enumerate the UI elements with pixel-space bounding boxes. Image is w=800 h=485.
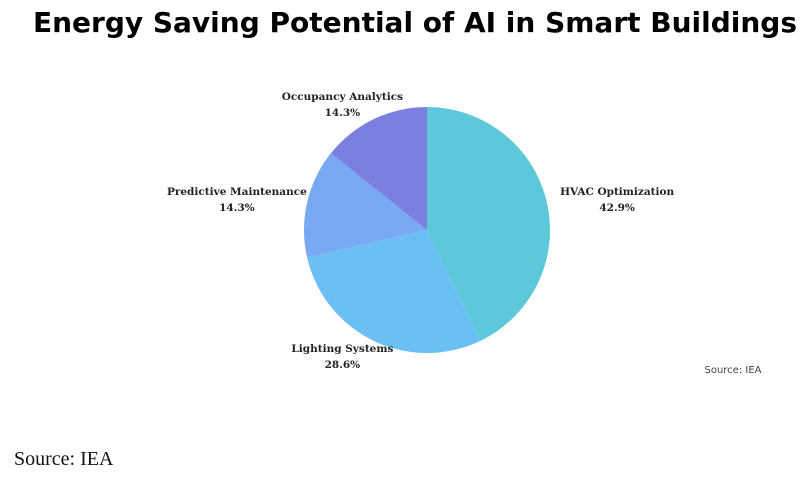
chart-title: Energy Saving Potential of AI in Smart B…	[33, 6, 797, 39]
slice-value-label: 28.6%	[325, 359, 361, 371]
source-note: Source: IEA	[704, 365, 761, 376]
slice-label: Predictive Maintenance	[167, 186, 307, 198]
footer-note: Source: IEA	[14, 448, 114, 470]
slice-label: Lighting Systems	[291, 343, 393, 355]
slice-value-label: 14.3%	[325, 107, 361, 119]
slice-label: Occupancy Analytics	[282, 91, 403, 103]
pie-slice	[427, 107, 551, 341]
slice-label: HVAC Optimization	[560, 186, 674, 198]
pie-slice	[307, 230, 481, 353]
pie-slice	[330, 107, 427, 230]
pie-slice	[303, 153, 427, 258]
slice-value-label: 14.3%	[219, 202, 255, 214]
slice-value-label: 42.9%	[599, 202, 635, 214]
